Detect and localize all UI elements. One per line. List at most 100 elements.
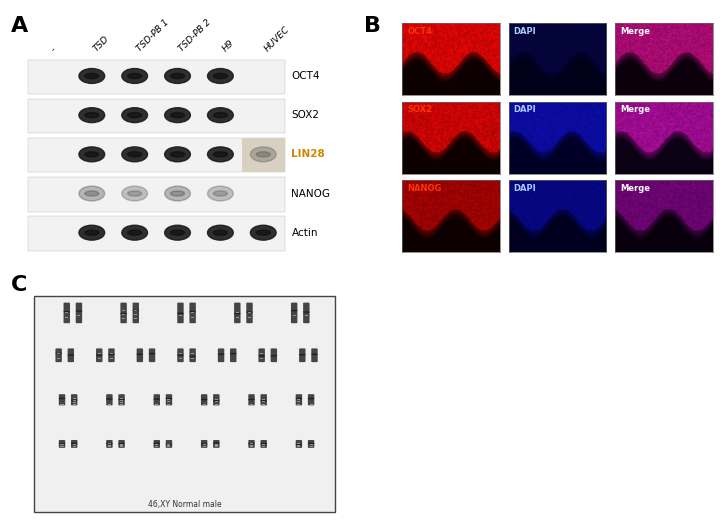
FancyBboxPatch shape: [118, 394, 125, 400]
Ellipse shape: [85, 191, 99, 196]
Bar: [27, 59, 284, 94]
FancyBboxPatch shape: [108, 348, 114, 355]
Ellipse shape: [127, 191, 142, 196]
FancyBboxPatch shape: [299, 354, 305, 362]
Bar: [98, 358, 101, 359]
FancyBboxPatch shape: [303, 311, 310, 323]
Bar: [168, 399, 171, 400]
Ellipse shape: [171, 112, 184, 118]
Ellipse shape: [251, 147, 276, 162]
Bar: [69, 360, 72, 361]
Ellipse shape: [85, 112, 99, 118]
Bar: [262, 446, 265, 447]
Bar: [179, 360, 182, 361]
Bar: [27, 216, 284, 251]
FancyBboxPatch shape: [118, 399, 125, 405]
Bar: [57, 358, 60, 359]
FancyBboxPatch shape: [248, 443, 255, 448]
FancyBboxPatch shape: [177, 313, 184, 323]
Text: SOX2: SOX2: [408, 105, 432, 114]
Bar: [313, 360, 316, 361]
FancyBboxPatch shape: [177, 303, 184, 314]
FancyBboxPatch shape: [63, 303, 70, 313]
Bar: [168, 446, 171, 447]
Text: HUVEC: HUVEC: [264, 25, 292, 54]
FancyBboxPatch shape: [68, 348, 74, 356]
Text: Actin: Actin: [292, 228, 318, 237]
Ellipse shape: [171, 152, 184, 157]
Ellipse shape: [79, 68, 104, 83]
Text: H9: H9: [220, 39, 235, 54]
FancyBboxPatch shape: [261, 443, 267, 448]
FancyBboxPatch shape: [106, 440, 112, 444]
Ellipse shape: [122, 147, 148, 162]
Bar: [122, 318, 125, 319]
FancyBboxPatch shape: [76, 311, 82, 323]
Bar: [179, 356, 182, 357]
FancyBboxPatch shape: [213, 440, 220, 444]
Bar: [260, 356, 264, 357]
FancyBboxPatch shape: [96, 348, 102, 356]
Bar: [73, 398, 76, 399]
Bar: [262, 444, 265, 445]
FancyBboxPatch shape: [166, 440, 172, 445]
FancyBboxPatch shape: [261, 440, 267, 445]
FancyBboxPatch shape: [189, 356, 196, 362]
Bar: [215, 446, 218, 447]
FancyBboxPatch shape: [296, 444, 302, 448]
Ellipse shape: [122, 186, 148, 201]
Bar: [120, 400, 123, 401]
Bar: [134, 314, 138, 315]
Bar: [232, 360, 235, 361]
Ellipse shape: [85, 73, 99, 78]
Ellipse shape: [213, 191, 228, 196]
Ellipse shape: [165, 147, 190, 162]
Bar: [191, 358, 194, 359]
Bar: [78, 315, 81, 316]
FancyBboxPatch shape: [248, 399, 255, 405]
Bar: [150, 360, 153, 361]
FancyBboxPatch shape: [59, 443, 66, 448]
Bar: [156, 446, 158, 447]
Bar: [73, 444, 76, 445]
Ellipse shape: [85, 152, 99, 157]
FancyBboxPatch shape: [248, 440, 255, 444]
FancyBboxPatch shape: [261, 400, 267, 405]
Bar: [27, 99, 284, 133]
Bar: [168, 445, 171, 446]
FancyBboxPatch shape: [296, 398, 302, 405]
Text: 46,XY Normal male: 46,XY Normal male: [148, 500, 222, 509]
Bar: [110, 360, 113, 361]
Bar: [168, 444, 171, 445]
FancyBboxPatch shape: [71, 394, 78, 401]
FancyBboxPatch shape: [55, 352, 62, 362]
Text: OCT4: OCT4: [292, 71, 320, 81]
FancyBboxPatch shape: [311, 348, 318, 355]
FancyBboxPatch shape: [120, 303, 127, 314]
Text: DAPI: DAPI: [513, 27, 536, 36]
FancyBboxPatch shape: [153, 440, 160, 444]
Bar: [235, 312, 239, 313]
Bar: [310, 444, 312, 445]
FancyBboxPatch shape: [59, 440, 66, 445]
FancyBboxPatch shape: [68, 355, 74, 362]
FancyBboxPatch shape: [149, 348, 156, 355]
FancyBboxPatch shape: [149, 353, 156, 362]
FancyBboxPatch shape: [177, 355, 184, 362]
FancyBboxPatch shape: [137, 348, 143, 355]
Bar: [248, 312, 251, 313]
FancyBboxPatch shape: [258, 355, 265, 362]
Text: A: A: [11, 16, 28, 36]
Text: NANOG: NANOG: [292, 189, 330, 199]
Bar: [297, 445, 300, 446]
Bar: [122, 314, 125, 315]
FancyBboxPatch shape: [201, 443, 207, 448]
FancyBboxPatch shape: [71, 443, 78, 448]
FancyBboxPatch shape: [246, 303, 253, 313]
Bar: [120, 398, 123, 399]
Bar: [215, 399, 218, 400]
Bar: [297, 446, 300, 447]
Bar: [260, 358, 264, 359]
Ellipse shape: [122, 225, 148, 240]
FancyBboxPatch shape: [248, 394, 255, 400]
